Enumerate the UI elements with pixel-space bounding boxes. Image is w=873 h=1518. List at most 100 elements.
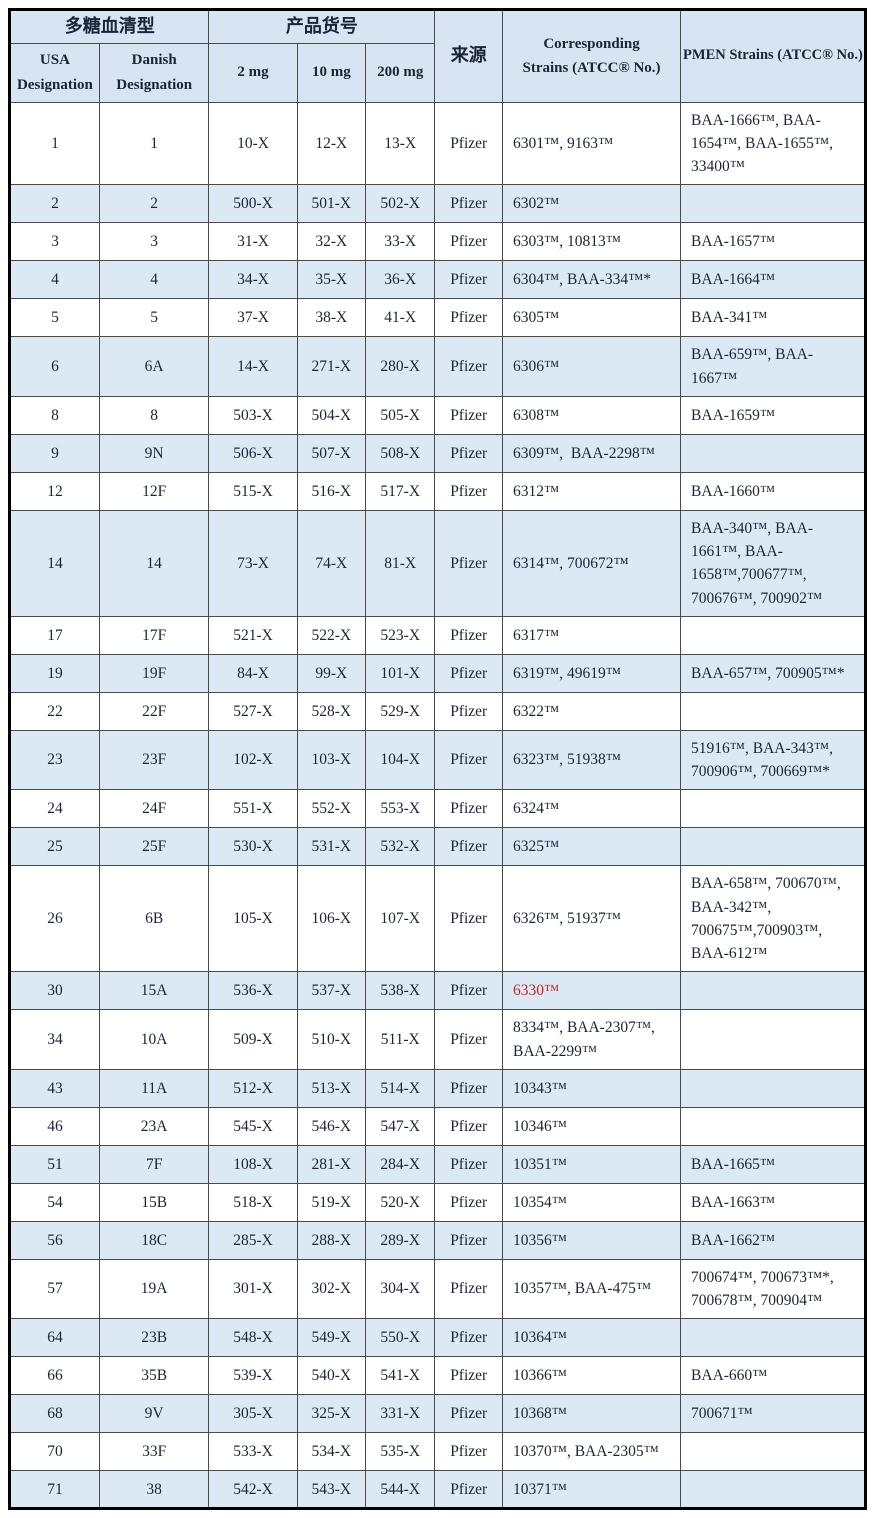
cell-danish: 11A bbox=[98, 1068, 210, 1108]
cell-usa: 25 bbox=[9, 827, 100, 867]
table-row: 14 14 73-X 74-X 81-X Pfizer 6314™, 700672™ BAA-… bbox=[9, 509, 866, 617]
cell-mg2: 506-X bbox=[208, 433, 298, 473]
cell-mg2: 305-X bbox=[208, 1394, 298, 1434]
cell-mg10: 74-X bbox=[296, 509, 367, 617]
cell-mg2: 500-X bbox=[208, 184, 298, 224]
cell-pmen bbox=[680, 1106, 866, 1146]
cell-corresponding: 10370™, BAA-2305™ bbox=[501, 1432, 682, 1472]
cell-corresponding: 6305™ bbox=[501, 298, 682, 338]
cell-danish: 15A bbox=[98, 971, 210, 1011]
cell-corresponding: 6309™, BAA-2298™ bbox=[501, 433, 682, 473]
cell-pmen: BAA-1657™ bbox=[680, 222, 866, 262]
table-row: 6 6A 14-X 271-X 280-X Pfizer 6306™ BAA-659™, BA… bbox=[9, 336, 866, 397]
cell-mg10: 534-X bbox=[296, 1432, 367, 1472]
cell-mg10: 32-X bbox=[296, 222, 367, 262]
col-header-danish-designation: Danish Designation bbox=[98, 43, 210, 103]
cell-pmen: BAA-1659™ bbox=[680, 395, 866, 435]
cell-corresponding: 6314™, 700672™ bbox=[501, 509, 682, 617]
cell-corresponding: 10371™ bbox=[501, 1470, 682, 1510]
cell-usa: 68 bbox=[9, 1394, 100, 1434]
cell-source: Pfizer bbox=[434, 1356, 503, 1396]
cell-danish: 7F bbox=[98, 1144, 210, 1184]
cell-danish: 25F bbox=[98, 827, 210, 867]
cell-mg200: 523-X bbox=[365, 615, 436, 655]
cell-danish: 8 bbox=[98, 395, 210, 435]
cell-corresponding: 10357™, BAA-475™ bbox=[501, 1258, 682, 1320]
cell-source: Pfizer bbox=[434, 298, 503, 338]
cell-mg200: 508-X bbox=[365, 433, 436, 473]
cell-mg10: 302-X bbox=[296, 1258, 367, 1320]
col-header-source: 来源 bbox=[434, 9, 503, 103]
cell-usa: 17 bbox=[9, 615, 100, 655]
table-row: 19 19F 84-X 99-X 101-X Pfizer 6319™, 49619™ BAA… bbox=[9, 653, 866, 693]
cell-usa: 23 bbox=[9, 729, 100, 791]
cell-source: Pfizer bbox=[434, 1068, 503, 1108]
cell-mg10: 12-X bbox=[296, 101, 367, 186]
cell-mg200: 280-X bbox=[365, 336, 436, 397]
cell-mg10: 103-X bbox=[296, 729, 367, 791]
cell-danish: 33F bbox=[98, 1432, 210, 1472]
cell-danish: 17F bbox=[98, 615, 210, 655]
cell-danish: 35B bbox=[98, 1356, 210, 1396]
cell-mg2: 539-X bbox=[208, 1356, 298, 1396]
cell-corresponding: 10343™ bbox=[501, 1068, 682, 1108]
cell-mg200: 101-X bbox=[365, 653, 436, 693]
cell-corresponding: 6330™ bbox=[501, 971, 682, 1011]
header-row-subcolumns: USA Designation Danish Designation 2 mg … bbox=[9, 43, 866, 103]
cell-pmen: BAA-1663™ bbox=[680, 1182, 866, 1222]
cell-mg10: 99-X bbox=[296, 653, 367, 693]
cell-pmen: BAA-660™ bbox=[680, 1356, 866, 1396]
col-header-10mg: 10 mg bbox=[296, 43, 367, 103]
cell-usa: 2 bbox=[9, 184, 100, 224]
cell-mg2: 108-X bbox=[208, 1144, 298, 1184]
cell-usa: 14 bbox=[9, 509, 100, 617]
table-row: 46 23A 545-X 546-X 547-X Pfizer 10346™ bbox=[9, 1106, 866, 1146]
cell-source: Pfizer bbox=[434, 509, 503, 617]
cell-mg2: 503-X bbox=[208, 395, 298, 435]
cell-mg2: 73-X bbox=[208, 509, 298, 617]
cell-mg10: 543-X bbox=[296, 1470, 367, 1510]
cell-pmen: 700674™, 700673™*, 700678™, 700904™ bbox=[680, 1258, 866, 1320]
table-row: 26 6B 105-X 106-X 107-X Pfizer 6326™, 51937™ BA… bbox=[9, 865, 866, 973]
cell-mg200: 535-X bbox=[365, 1432, 436, 1472]
cell-mg10: 288-X bbox=[296, 1220, 367, 1260]
cell-usa: 1 bbox=[9, 101, 100, 186]
col-header-serotype-group: 多糖血清型 bbox=[8, 9, 210, 44]
cell-pmen bbox=[680, 433, 866, 473]
cell-mg200: 304-X bbox=[365, 1258, 436, 1320]
cell-source: Pfizer bbox=[434, 615, 503, 655]
cell-mg2: 545-X bbox=[208, 1106, 298, 1146]
cell-danish: 19A bbox=[98, 1258, 210, 1320]
table-row: 66 35B 539-X 540-X 541-X Pfizer 10366™ BAA-660™ bbox=[9, 1356, 866, 1396]
cell-source: Pfizer bbox=[434, 1432, 503, 1472]
table-row: 5 5 37-X 38-X 41-X Pfizer 6305™ BAA-341™ bbox=[9, 298, 866, 338]
cell-mg200: 284-X bbox=[365, 1144, 436, 1184]
cell-mg200: 33-X bbox=[365, 222, 436, 262]
cell-usa: 46 bbox=[9, 1106, 100, 1146]
cell-corresponding: 6326™, 51937™ bbox=[501, 865, 682, 973]
cell-corresponding: 10346™ bbox=[501, 1106, 682, 1146]
cell-corresponding: 6323™, 51938™ bbox=[501, 729, 682, 791]
cell-danish: 5 bbox=[98, 298, 210, 338]
cell-pmen bbox=[680, 1432, 866, 1472]
cell-mg10: 519-X bbox=[296, 1182, 367, 1222]
cell-corresponding: 6324™ bbox=[501, 789, 682, 829]
cell-pmen bbox=[680, 615, 866, 655]
cell-source: Pfizer bbox=[434, 1470, 503, 1510]
cell-mg200: 81-X bbox=[365, 509, 436, 617]
cell-danish: 19F bbox=[98, 653, 210, 693]
col-header-corresponding-strains: Corresponding Strains (ATCC® No.) bbox=[501, 9, 682, 103]
cell-danish: 14 bbox=[98, 509, 210, 617]
cell-danish: 6A bbox=[98, 336, 210, 397]
col-header-usa-designation: USA Designation bbox=[9, 43, 100, 103]
cell-usa: 24 bbox=[9, 789, 100, 829]
cell-pmen bbox=[680, 691, 866, 731]
cell-mg10: 528-X bbox=[296, 691, 367, 731]
cell-corresponding: 6301™, 9163™ bbox=[501, 101, 682, 186]
cell-usa: 64 bbox=[9, 1318, 100, 1358]
cell-usa: 51 bbox=[9, 1144, 100, 1184]
col-header-pmen-strains: PMEN Strains (ATCC® No.) bbox=[680, 9, 866, 103]
cell-mg200: 538-X bbox=[365, 971, 436, 1011]
cell-mg10: 513-X bbox=[296, 1068, 367, 1108]
table-row: 17 17F 521-X 522-X 523-X Pfizer 6317™ bbox=[9, 615, 866, 655]
